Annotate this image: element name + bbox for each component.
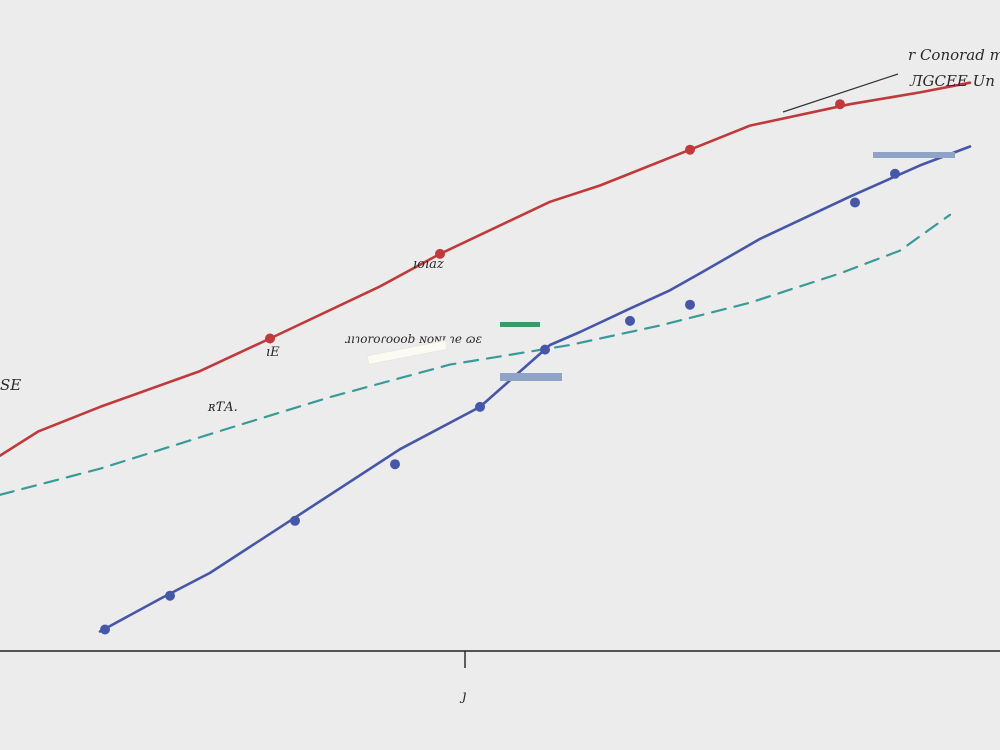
annotation-4: ʀƬA. (207, 400, 238, 415)
series-2-marker-1 (100, 624, 110, 635)
highlight-bar-green (500, 322, 540, 327)
series-2-marker-9 (850, 197, 860, 208)
annotation-3: ɹıɿoroɾooob ɴoɴɪ ɿe ɷɛ (344, 332, 482, 346)
legend-pointer-line (782, 73, 899, 113)
series-1-marker-4 (835, 99, 845, 110)
legend-entry-1: r Conorad m (908, 46, 1000, 64)
series-2-marker-10 (890, 168, 900, 179)
series-line-3 (0, 213, 952, 496)
legend-entry-2: ЛGCEE Un (909, 72, 995, 90)
highlight-bar-cream (366, 339, 448, 366)
legend: r Conorad m ЛGCEE Un (782, 46, 1000, 158)
series-2-marker-2 (165, 590, 175, 601)
series-2-marker-4 (390, 459, 400, 470)
x-tick-label: ȷ (459, 688, 466, 704)
series-2-marker-3 (290, 515, 300, 526)
series-2-marker-5 (475, 401, 485, 412)
marker-layer (100, 99, 900, 635)
series-2-marker-8 (685, 299, 695, 310)
series-line-2 (98, 145, 972, 633)
highlight-bar-blue (500, 373, 562, 381)
series-1-marker-2 (435, 248, 445, 259)
series-1-marker-3 (685, 144, 695, 155)
series-line-1 (0, 81, 972, 457)
annotation-1: ıoıaz (413, 257, 444, 272)
series-layer (0, 81, 972, 633)
series-1-marker-1 (265, 333, 275, 344)
annotation-2: ıE (266, 345, 280, 360)
series-2-marker-7 (625, 315, 635, 326)
annotation-5: SE (0, 376, 21, 394)
series-2-marker-6 (540, 344, 550, 355)
legend-swatch-blue (873, 152, 955, 158)
